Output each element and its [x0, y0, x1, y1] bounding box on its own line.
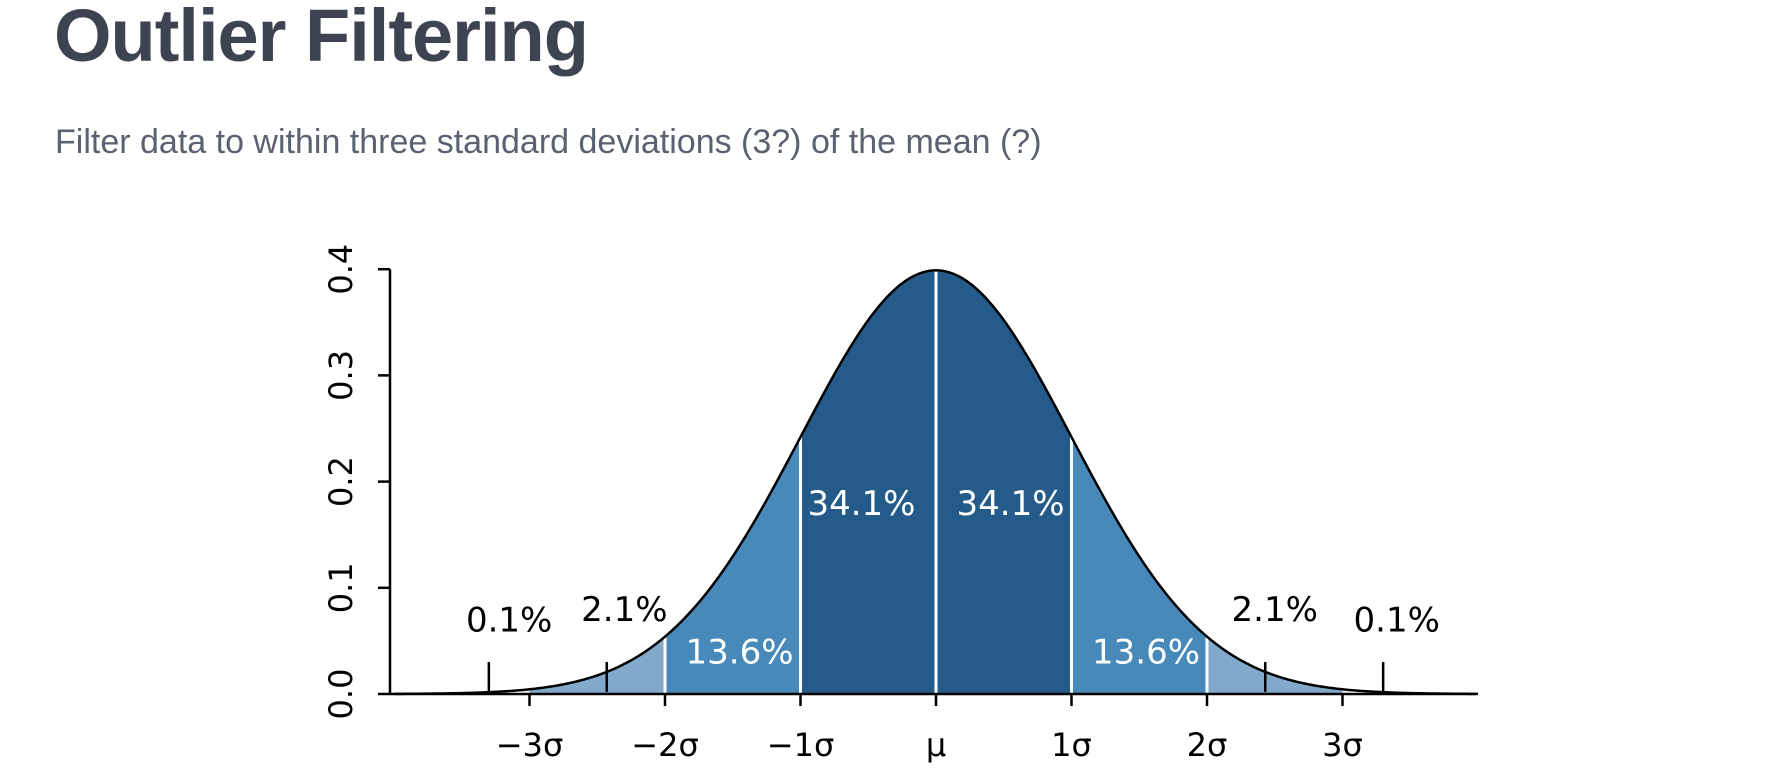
- x-tick-label: −3σ: [496, 726, 563, 764]
- y-tick-label: 0.2: [322, 456, 360, 507]
- x-tick-label: 2σ: [1187, 726, 1228, 764]
- y-tick-label: 0.0: [322, 669, 360, 720]
- percentage-label: 34.1%: [957, 484, 1065, 524]
- y-tick-label: 0.1: [322, 562, 360, 613]
- percentage-label: 0.1%: [1354, 601, 1440, 641]
- y-tick-label: 0.3: [322, 350, 360, 401]
- region-3: [800, 270, 936, 694]
- region-1: [529, 636, 665, 694]
- x-tick-label: 3σ: [1322, 726, 1363, 764]
- percentage-label: 2.1%: [1232, 590, 1318, 630]
- percentage-label: 34.1%: [807, 484, 915, 524]
- slide-title: Outlier Filtering: [54, 0, 589, 77]
- percentage-label: 13.6%: [1092, 633, 1200, 673]
- region-6: [1207, 636, 1343, 694]
- slide-subtitle: Filter data to within three standard dev…: [55, 123, 1042, 161]
- percentage-label: 13.6%: [686, 633, 794, 673]
- percentage-label: 2.1%: [581, 590, 667, 630]
- x-tick-label: −1σ: [767, 726, 834, 764]
- x-tick-label: 1σ: [1051, 726, 1092, 764]
- x-tick-label: −2σ: [631, 726, 698, 764]
- region-4: [936, 270, 1072, 694]
- percentage-label: 0.1%: [466, 601, 552, 641]
- x-tick-label: μ: [926, 726, 946, 764]
- density-curve: [393, 269, 1479, 696]
- y-tick-label: 0.4: [322, 244, 360, 295]
